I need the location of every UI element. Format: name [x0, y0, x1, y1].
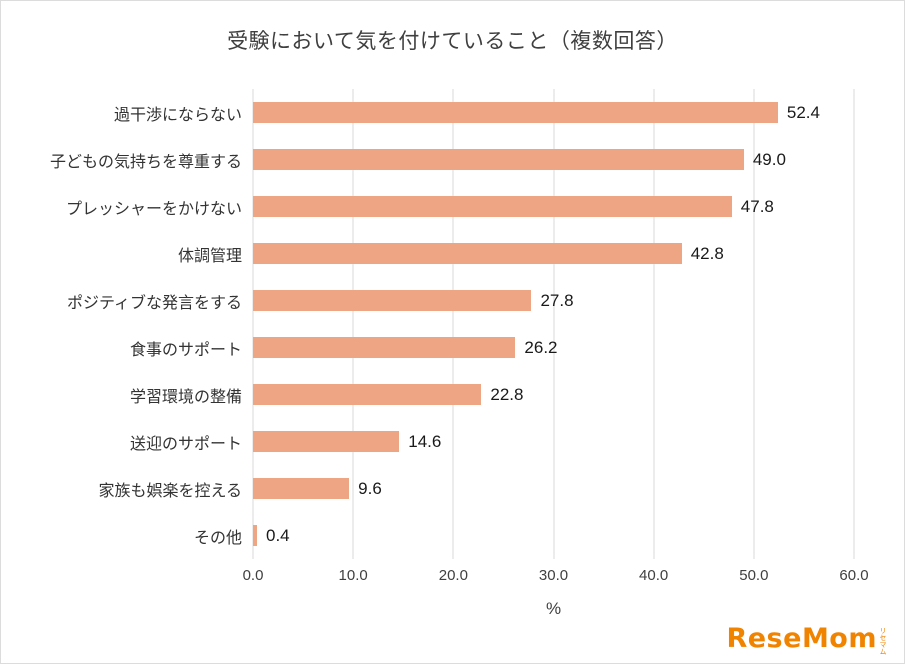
gridline [452, 89, 454, 559]
bar-track: 27.8 [253, 277, 854, 324]
bar-track: 0.4 [253, 512, 854, 559]
chart-row: 体調管理 42.8 [1, 230, 904, 277]
category-label: ポジティブな発言をする [66, 294, 242, 312]
value-label: 14.6 [408, 431, 442, 451]
category-label: 家族も娯楽を控える [98, 482, 242, 500]
value-label: 22.8 [490, 384, 524, 404]
bar [253, 102, 778, 123]
bar [253, 431, 400, 452]
bar-track: 9.6 [253, 465, 854, 512]
bar-track: 14.6 [253, 418, 854, 465]
category-label: その他 [193, 529, 242, 547]
category-label: 食事のサポート [129, 341, 242, 359]
chart-row: 食事のサポート 26.2 [1, 324, 904, 371]
chart-title: 受験において気を付けていること（複数回答） [227, 30, 678, 53]
gridline [553, 89, 554, 559]
bar-track: 47.8 [253, 183, 854, 230]
chart-row: 送迎のサポート 14.6 [1, 418, 904, 465]
chart-rows: 過干渉にならない 52.4 子どもの気持ちを尊重する 49.0 プレッシャーをかけない 4… [1, 89, 904, 559]
x-tick-label: 30.0 [538, 567, 569, 584]
chart-row: 家族も娯楽を控える 9.6 [1, 465, 904, 512]
gridlines [252, 89, 855, 559]
bar-track: 49.0 [253, 136, 854, 183]
bar [253, 337, 516, 358]
x-tick-label: 50.0 [739, 567, 769, 584]
x-tick-label: 10.0 [338, 567, 368, 584]
bar [253, 525, 257, 546]
chart-row: 子どもの気持ちを尊重する 49.0 [1, 136, 904, 183]
value-label: 52.4 [786, 102, 820, 122]
value-label: 42.8 [690, 243, 724, 263]
bar [253, 149, 744, 170]
chart-row: ポジティブな発言をする 27.8 [1, 277, 904, 324]
bar [253, 290, 532, 311]
bar [253, 243, 682, 264]
category-label: 学習環境の整備 [129, 388, 242, 406]
bar [253, 196, 732, 217]
gridline [753, 89, 755, 559]
value-label: 0.4 [266, 525, 290, 545]
x-axis-label: % [545, 599, 562, 618]
x-tick-label: 0.0 [242, 567, 264, 584]
bar [253, 478, 350, 499]
value-label: 26.2 [524, 337, 558, 357]
chart-row: その他 0.4 [1, 512, 904, 559]
resemom-logo: ReseMom リセマム [726, 624, 886, 655]
category-label: 過干渉にならない [113, 106, 242, 124]
bar-chart: 過干渉にならない 52.4 子どもの気持ちを尊重する 49.0 プレッシャーをかけない 4… [1, 89, 904, 619]
bar-track: 22.8 [253, 371, 854, 418]
chart-row: 過干渉にならない 52.4 [1, 89, 904, 136]
bar-track: 52.4 [253, 89, 854, 136]
x-axis: 0.0 10.0 20.0 30.0 40.0 50.0 60.0 [243, 567, 869, 589]
category-label: 体調管理 [177, 247, 242, 265]
resemom-logo-text: ReseMom [726, 623, 877, 654]
x-tick-label: 60.0 [839, 567, 869, 584]
category-label: プレッシャーをかけない [65, 200, 242, 218]
plot-area: 過干渉にならない 52.4 子どもの気持ちを尊重する 49.0 プレッシャーをかけない 4… [1, 89, 904, 559]
gridline [252, 89, 254, 559]
gridline [853, 89, 855, 559]
value-label: 49.0 [752, 149, 786, 169]
value-label: 27.8 [540, 290, 574, 310]
bar [253, 384, 482, 405]
bar-track: 26.2 [253, 324, 854, 371]
value-label: 47.8 [740, 196, 774, 216]
gridline [352, 89, 354, 559]
bar-track: 42.8 [253, 230, 854, 277]
chart-row: 学習環境の整備 22.8 [1, 371, 904, 418]
chart-row: プレッシャーをかけない 47.8 [1, 183, 904, 230]
category-label: 子どもの気持ちを尊重する [49, 153, 242, 171]
gridline [653, 89, 655, 559]
x-tick-label: 20.0 [438, 567, 468, 584]
category-label: 送迎のサポート [129, 435, 242, 453]
x-tick-label: 40.0 [639, 567, 669, 584]
resemom-logo-subtext: リセマム [879, 627, 886, 655]
value-label: 9.6 [358, 478, 382, 498]
